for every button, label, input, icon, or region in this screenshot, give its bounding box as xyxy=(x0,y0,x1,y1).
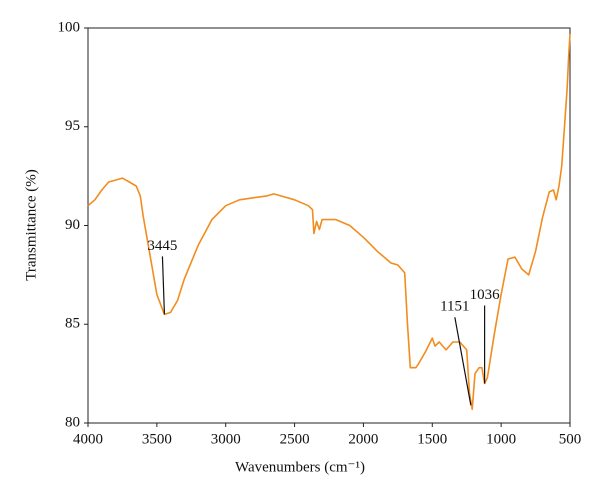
annotation-pointer xyxy=(454,317,472,406)
y-tick-label: 85 xyxy=(65,316,80,332)
y-tick-label: 100 xyxy=(58,19,81,35)
x-tick-label: 500 xyxy=(559,431,582,447)
x-tick-label: 1000 xyxy=(486,431,516,447)
annotation-label: 1151 xyxy=(440,299,469,315)
x-tick-label: 1500 xyxy=(417,431,447,447)
annotation-label: 3445 xyxy=(147,238,177,254)
x-tick-label: 2500 xyxy=(280,431,310,447)
x-tick-label: 4000 xyxy=(73,431,103,447)
annotation-pointer xyxy=(161,256,166,315)
annotation-label: 1036 xyxy=(470,287,501,303)
plot-frame xyxy=(87,27,571,424)
x-tick-label: 2000 xyxy=(348,431,378,447)
x-axis-label: Wavenumbers (cm⁻¹) xyxy=(235,459,365,475)
x-tick-label: 3500 xyxy=(142,431,172,447)
y-tick-label: 90 xyxy=(65,217,80,233)
y-axis-label: Transmittance (%) xyxy=(23,169,39,281)
spectrum-line xyxy=(87,33,571,410)
x-tick-label: 3000 xyxy=(211,431,241,447)
y-tick-label: 80 xyxy=(65,414,80,430)
y-tick-label: 95 xyxy=(65,118,80,134)
